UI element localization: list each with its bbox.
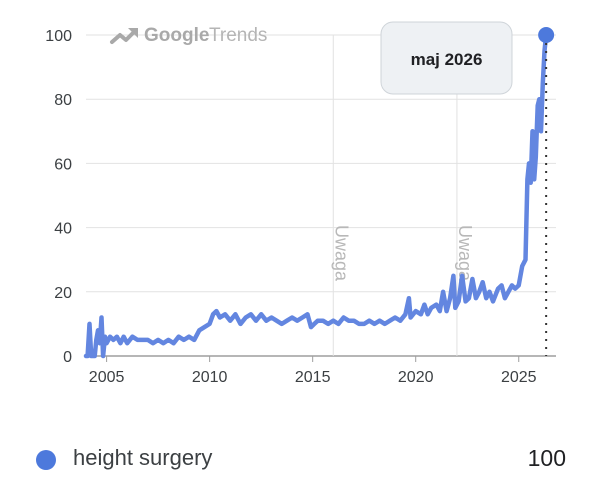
annotation-label: Uwaga <box>455 225 475 282</box>
x-tick-label: 2005 <box>89 369 125 386</box>
y-tick-label: 60 <box>54 156 72 173</box>
gridlines <box>86 34 556 357</box>
y-tick-label: 100 <box>45 28 72 45</box>
legend-color-dot <box>36 450 56 470</box>
trends-arrow-icon <box>110 28 138 44</box>
x-axis-labels: 2005 2010 2015 2020 2025 <box>89 356 537 386</box>
y-tick-label: 80 <box>54 92 72 109</box>
legend: height surgery 100 <box>36 440 566 480</box>
tooltip-box <box>380 21 513 95</box>
series-line-height-surgery <box>83 32 549 359</box>
x-tick-label: 2020 <box>398 369 434 386</box>
brand-trends: Trends <box>209 25 267 46</box>
annotation-label: Uwaga <box>331 225 351 282</box>
annotations: Uwaga Uwaga <box>331 225 475 282</box>
brand-google: Google <box>144 25 209 46</box>
y-tick-label: 40 <box>54 221 72 238</box>
legend-series-value: 100 <box>527 445 566 471</box>
highlight-point[interactable] <box>538 27 555 43</box>
legend-series-name: height surgery <box>73 445 213 470</box>
tooltip: maj 2026 <box>380 21 513 95</box>
x-tick-label: 2010 <box>192 369 228 386</box>
y-tick-label: 20 <box>54 285 72 302</box>
x-tick-label: 2015 <box>295 369 331 386</box>
chart-area: Google Trends 0 20 40 60 80 100 2005 2010 2015 2… <box>0 0 601 400</box>
google-trends-logo: Google Trends <box>110 25 267 46</box>
y-tick-label: 0 <box>63 349 72 366</box>
x-tick-label: 2025 <box>501 369 537 386</box>
tooltip-label: maj 2026 <box>411 50 483 69</box>
y-axis-labels: 0 20 40 60 80 100 <box>45 28 72 366</box>
